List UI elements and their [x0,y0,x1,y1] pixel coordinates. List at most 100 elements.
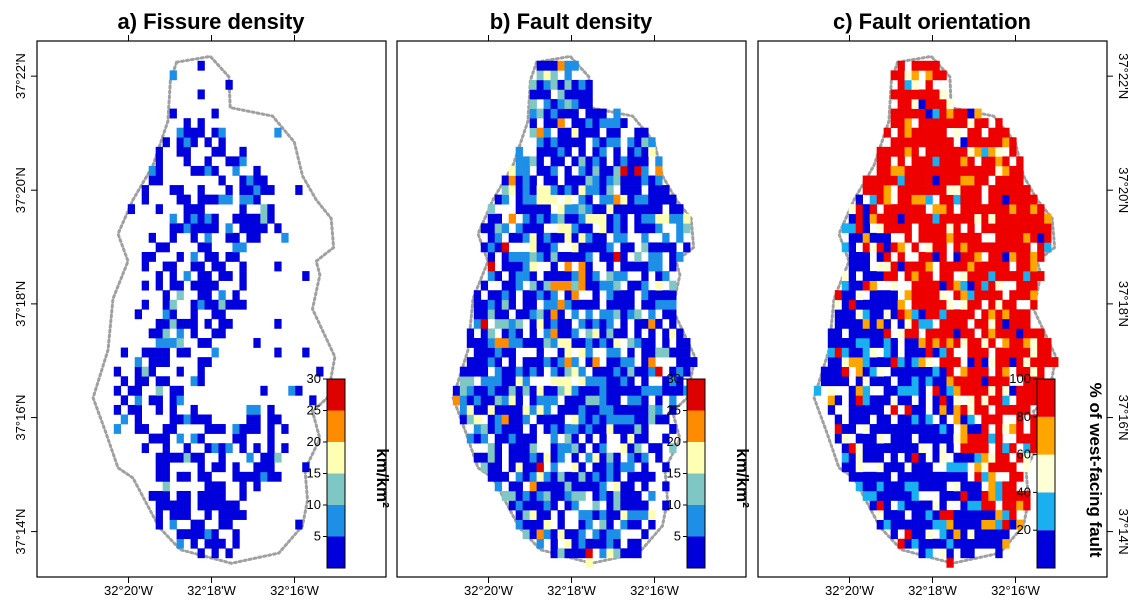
panel-b-cell [494,309,502,320]
panel-c-cell [918,548,926,559]
panel-b-cell [641,452,649,463]
panel-c-cell [981,146,989,157]
panel-b-cell [606,261,614,272]
panel-b-cell [585,347,593,358]
panel-b-cell [655,443,663,454]
panel-c-cell [946,557,954,568]
panel-b-cell [578,223,586,234]
panel-c-cell [988,251,996,262]
panel-b-cell [536,137,544,148]
panel-a-cell [176,433,184,444]
panel-b-cell [613,223,621,234]
panel-b-cell [606,213,614,224]
panel-a-cell [183,500,191,511]
panel-b-cell [508,414,516,425]
panel-a-cell [155,433,163,444]
panel-a-cell [211,462,219,473]
panel-b-cell [585,538,593,549]
panel-c-cell [883,357,891,367]
panel-b-cell [529,251,537,262]
panel-b-cell [627,462,635,473]
panel-b-cell [494,443,502,454]
panel-b-cell [557,118,565,129]
panel-b-cell [557,510,565,520]
panel-b-cell [641,290,649,301]
panel-c-cell [953,452,961,463]
panel-b-cell [620,385,628,396]
panel-b-cell [613,490,621,501]
panel-b-cell [634,414,642,425]
panel-a-cell [190,127,198,138]
panel-a-cell [218,194,226,205]
panel-a-cb-ticklabel-2: 15 [307,466,321,481]
panel-b-cell [641,213,649,224]
panel-b-cell [522,510,530,520]
panel-b-cell [543,165,551,176]
panel-b-cell [550,156,558,167]
panel-c-cell [939,452,947,463]
panel-c-cell [911,452,919,463]
panel-c-cell [960,338,968,348]
panel-b-cell [634,223,642,234]
panel-a-cell [169,232,177,243]
panel-a-cell [316,366,324,377]
panel-c-cell [904,471,912,482]
panel-a-cell [211,424,219,434]
panel-b-cell [550,251,558,262]
panel-a-cell [239,156,247,167]
panel-b-cell [494,232,502,243]
panel-a-cell [232,213,240,224]
panel-b-cell [585,79,593,90]
panel-b-cell [543,481,551,492]
panel-a-cell [218,290,226,301]
panel-b-cell [627,395,635,406]
panel-b-cell [606,309,614,320]
panel-c-cell [939,328,947,339]
panel-b-cell [585,194,593,205]
panel-c-cell [855,318,863,329]
panel-a-cell [232,232,240,243]
panel-c-cell [995,156,1003,167]
panel-a-cell [204,137,212,148]
panel-c-cell [1037,251,1045,262]
panel-b-cell [529,481,537,492]
panel-c-cell [918,271,926,281]
panel-c-cell [841,318,850,329]
panel-a-cell [162,471,170,482]
panel-c-cell [1023,462,1031,473]
panel-a-cell [162,309,170,320]
panel-b-cell [669,376,677,387]
panel-c-cell [967,127,975,138]
panel-a-cell [155,471,163,482]
panel-a-cb-ticklabel-5: 30 [307,371,321,386]
panel-c-cell [841,357,850,367]
panel-c-cell [974,481,982,492]
panel-c-cell [981,529,989,540]
panel-b-cell [501,376,509,387]
panel-c-cell [1023,404,1031,415]
panel-b-cell [515,366,523,377]
panel-a-cell [225,318,233,329]
panel-b-cell [585,118,593,129]
panel-a-cell [218,299,226,310]
panel-c-cell [1016,357,1024,367]
panel-c-cell [981,261,989,272]
panel-c-cell [848,271,857,281]
panel-b-cell [543,424,551,434]
panel-a-cell [190,165,198,176]
panel-b-cell [459,366,468,377]
panel-b-cell [501,251,509,262]
panel-a-cell [232,529,240,540]
panel-b-cell [571,338,579,348]
panel-c-cell [925,347,933,358]
panel-b-cell [662,194,670,205]
panel-b-cell [599,414,607,425]
panel-b-cell [480,299,489,310]
panel-c-cell [981,242,989,253]
panel-c-cell [925,471,933,482]
panel-b-cell [662,462,670,473]
panel-a-cell [204,481,212,492]
panel-b-cell [641,347,649,358]
panel-b-cell [529,175,537,186]
panel-b-cell [599,366,607,377]
